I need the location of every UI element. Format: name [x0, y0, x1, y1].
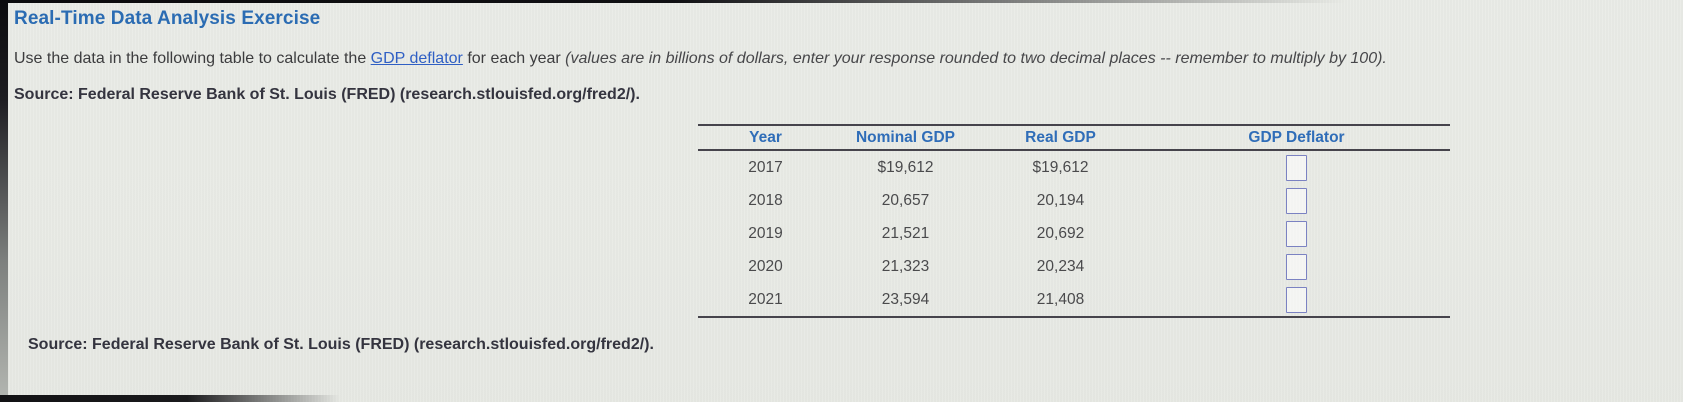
year-cell: 2018: [748, 191, 783, 209]
year-cell: 2017: [748, 158, 783, 176]
instruction-text: Use the data in the following table to c…: [14, 50, 1387, 68]
gdp-deflator-input-2018[interactable]: [1286, 187, 1307, 214]
gdp-deflator-input-2020[interactable]: [1286, 253, 1307, 280]
table-row-2017: 2017 $19,612 $19,612: [698, 150, 1450, 184]
nominal-gdp-cell: 23,594: [881, 290, 930, 308]
gdp-deflator-link[interactable]: GDP deflator: [370, 50, 463, 67]
gdp-table-container: Year Nominal GDP Real GDP GDP Deflator 2…: [698, 124, 1450, 318]
screen-edge-bottom-left: [0, 395, 340, 402]
year-cell: 2019: [748, 224, 783, 242]
instruction-middle: for each year: [462, 50, 566, 67]
table-header-row: Year Nominal GDP Real GDP GDP Deflator: [698, 125, 1450, 151]
screen-edge-left: [0, 0, 8, 402]
col-header-gdp-deflator: GDP Deflator: [1143, 125, 1450, 151]
table-row-2021: 2021 23,594 21,408: [698, 283, 1450, 317]
instruction-italic-note: (values are in billions of dollars, ente…: [565, 50, 1387, 67]
real-gdp-cell: $19,612: [1032, 158, 1089, 176]
screen-edge-top: [0, 0, 1683, 3]
real-gdp-cell: 20,194: [1036, 191, 1085, 209]
gdp-deflator-input-2017[interactable]: [1286, 154, 1307, 181]
gdp-deflator-cell: [1143, 150, 1450, 184]
nominal-gdp-cell: 21,521: [881, 224, 930, 242]
gdp-deflator-cell: [1143, 217, 1450, 250]
source-line-top: Source: Federal Reserve Bank of St. Loui…: [14, 86, 640, 103]
table-row-2018: 2018 20,657 20,194: [698, 184, 1450, 217]
gdp-deflator-input-2021[interactable]: [1286, 286, 1307, 313]
table-row-2020: 2020 21,323 20,234: [698, 250, 1450, 283]
col-header-nominal-gdp: Nominal GDP: [833, 125, 978, 151]
year-cell: 2021: [748, 290, 783, 308]
col-header-real-gdp: Real GDP: [978, 125, 1143, 151]
source-line-bottom: Source: Federal Reserve Bank of St. Loui…: [28, 336, 654, 353]
gdp-deflator-cell: [1143, 283, 1450, 317]
instruction-prefix: Use the data in the following table to c…: [14, 50, 371, 67]
gdp-deflator-input-2019[interactable]: [1286, 220, 1307, 247]
nominal-gdp-cell: $19,612: [877, 158, 934, 176]
real-gdp-cell: 20,234: [1036, 257, 1085, 275]
nominal-gdp-cell: 20,657: [881, 191, 930, 209]
real-gdp-cell: 21,408: [1036, 290, 1085, 308]
real-gdp-cell: 20,692: [1036, 224, 1085, 242]
year-cell: 2020: [748, 257, 783, 275]
gdp-data-table: Year Nominal GDP Real GDP GDP Deflator 2…: [698, 124, 1450, 318]
col-header-year: Year: [698, 125, 833, 151]
page-title: Real-Time Data Analysis Exercise: [14, 8, 321, 29]
gdp-deflator-cell: [1143, 250, 1450, 283]
gdp-deflator-cell: [1143, 184, 1450, 217]
table-row-2019: 2019 21,521 20,692: [698, 217, 1450, 250]
nominal-gdp-cell: 21,323: [881, 257, 930, 275]
